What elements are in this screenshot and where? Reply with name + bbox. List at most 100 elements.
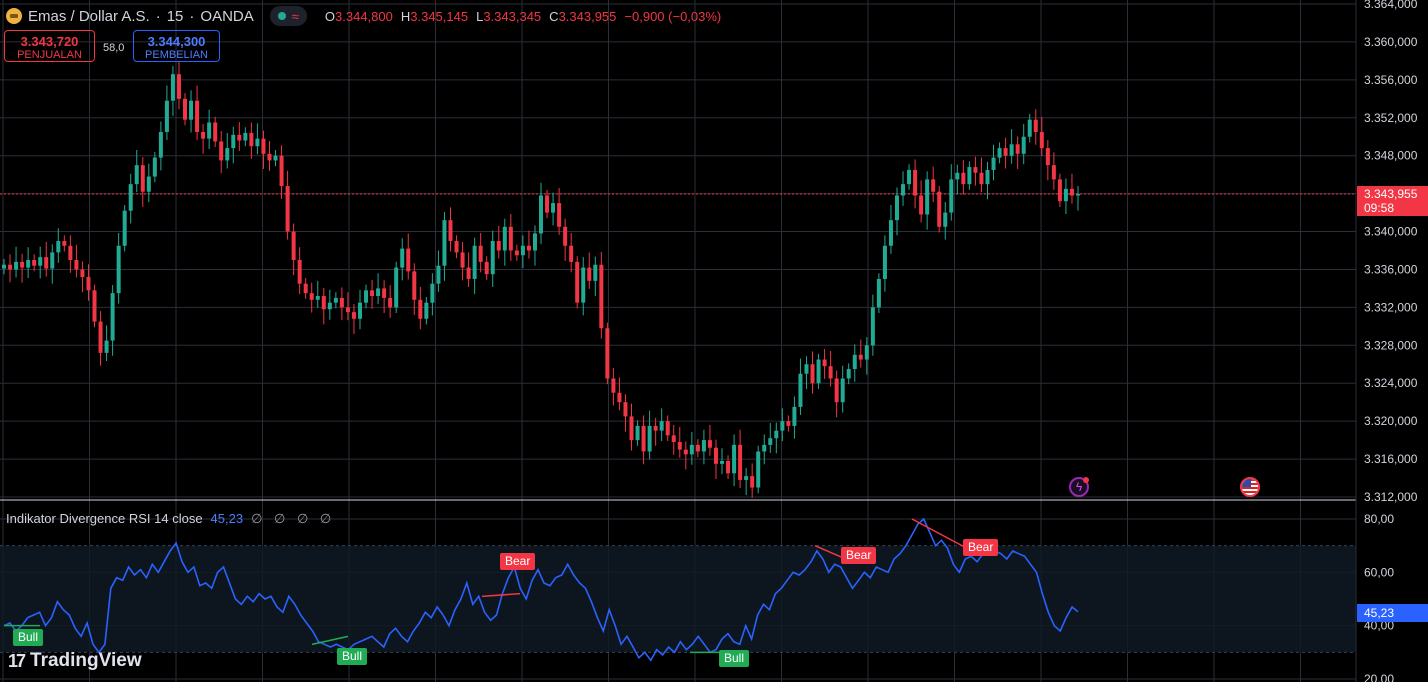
candle-body xyxy=(261,138,266,154)
candle-body xyxy=(1027,119,1032,137)
candle-body xyxy=(345,307,350,313)
candle-body xyxy=(508,226,513,251)
candle-body xyxy=(611,378,616,393)
candle-body xyxy=(569,245,574,262)
symbol-header[interactable]: Emas / Dollar A.S. · 15 · OANDA ≈ O3.344… xyxy=(6,6,721,26)
market-status-pill[interactable]: ≈ xyxy=(269,6,307,26)
price-tick-label: 3.332,000 xyxy=(1364,300,1418,314)
divergence-line xyxy=(311,635,349,646)
sell-button[interactable]: 3.343,720 PENJUALAN xyxy=(4,30,95,62)
price-tick-label: 3.340,000 xyxy=(1364,225,1418,239)
sell-label: PENJUALAN xyxy=(17,49,82,61)
buy-price: 3.344,300 xyxy=(147,34,206,49)
candle-body xyxy=(798,373,803,407)
candle-body xyxy=(38,257,43,266)
rsi-tick-label: 40,00 xyxy=(1364,619,1394,633)
sell-price: 3.343,720 xyxy=(20,34,79,49)
candle-body xyxy=(213,122,218,142)
candle-body xyxy=(430,283,435,303)
candle-body xyxy=(195,100,200,132)
separator: · xyxy=(155,7,161,25)
candle-body xyxy=(647,425,652,452)
rsi-current-value: 45,23 xyxy=(210,511,244,526)
us-flag-event-icon[interactable] xyxy=(1240,477,1260,497)
bar-countdown: 09:58 xyxy=(1364,201,1395,215)
candle-body xyxy=(1003,148,1008,156)
candle-body xyxy=(243,132,248,141)
candle-body xyxy=(587,267,592,281)
lightning-event-icon[interactable]: ϟ xyxy=(1069,477,1089,497)
candle-body xyxy=(92,290,97,322)
candle-body xyxy=(635,425,640,441)
bear-badge: Bear xyxy=(963,539,999,556)
candle-body xyxy=(828,366,833,379)
candle-body xyxy=(943,212,948,227)
candle-body xyxy=(780,421,785,431)
candle-body xyxy=(617,392,622,403)
candle-body xyxy=(176,74,181,99)
divergence-line xyxy=(481,592,521,598)
candle-body xyxy=(219,141,224,161)
candle-body xyxy=(864,345,869,360)
price-tick-label: 3.364,000 xyxy=(1364,0,1418,11)
candle-body xyxy=(937,191,942,227)
candle-body xyxy=(901,184,906,196)
rsi-title: Indikator Divergence RSI 14 close xyxy=(6,511,203,526)
candle-body xyxy=(297,259,302,284)
candle-body xyxy=(852,354,857,370)
price-tick-label: 3.352,000 xyxy=(1364,111,1418,125)
candle-body xyxy=(786,421,791,426)
candle-body xyxy=(919,195,924,215)
price-tick-label: 3.356,000 xyxy=(1364,73,1418,87)
candle-body xyxy=(333,297,338,303)
price-tick-label: 3.328,000 xyxy=(1364,338,1418,352)
buy-button[interactable]: 3.344,300 PEMBELIAN xyxy=(133,30,220,62)
candle-body xyxy=(388,297,393,308)
candle-body xyxy=(14,261,19,270)
interval[interactable]: 15 xyxy=(166,7,184,25)
tradingview-logo[interactable]: 17 TradingView xyxy=(8,650,142,672)
candle-body xyxy=(750,476,755,488)
candle-body xyxy=(158,131,163,158)
candle-body xyxy=(327,302,332,310)
candle-body xyxy=(985,169,990,185)
candle-body xyxy=(581,267,586,303)
symbol-name[interactable]: Emas / Dollar A.S. xyxy=(28,7,150,25)
candle-body xyxy=(400,248,405,268)
rsi-tick-label: 80,00 xyxy=(1364,512,1394,526)
candle-body xyxy=(255,138,260,147)
candle-body xyxy=(551,203,556,213)
candle-body xyxy=(146,176,151,192)
rsi-line xyxy=(3,517,1079,662)
rsi-axis: 80,00 60,00 40,00 20,00 xyxy=(1364,512,1394,682)
tradingview-mark: 17 xyxy=(8,650,26,671)
candle-body xyxy=(86,277,91,291)
candle-body xyxy=(496,241,501,251)
candle-body xyxy=(671,435,676,443)
candle-body xyxy=(62,241,67,246)
candle-body xyxy=(183,98,188,120)
candle-body xyxy=(249,132,254,147)
wave-icon: ≈ xyxy=(291,8,299,24)
candle-body xyxy=(309,293,314,300)
candle-body xyxy=(599,264,604,329)
rsi-legend[interactable]: Indikator Divergence RSI 14 close 45,23 … xyxy=(6,511,335,527)
price-tick-label: 3.312,000 xyxy=(1364,490,1418,504)
candle-body xyxy=(376,288,381,297)
candle-body xyxy=(164,100,169,132)
candle-body xyxy=(792,406,797,426)
candle-body xyxy=(870,307,875,346)
candle-body xyxy=(653,425,658,431)
candle-body xyxy=(1021,136,1026,154)
price-tick-label: 3.348,000 xyxy=(1364,149,1418,163)
tradingview-name: TradingView xyxy=(30,650,142,671)
separator: · xyxy=(189,7,195,25)
rsi-band xyxy=(0,545,1356,653)
candle-body xyxy=(858,354,863,360)
candle-body xyxy=(442,220,447,266)
candle-body xyxy=(273,155,278,161)
candle-body xyxy=(80,269,85,278)
candle-body xyxy=(351,312,356,319)
candle-body xyxy=(701,440,706,452)
